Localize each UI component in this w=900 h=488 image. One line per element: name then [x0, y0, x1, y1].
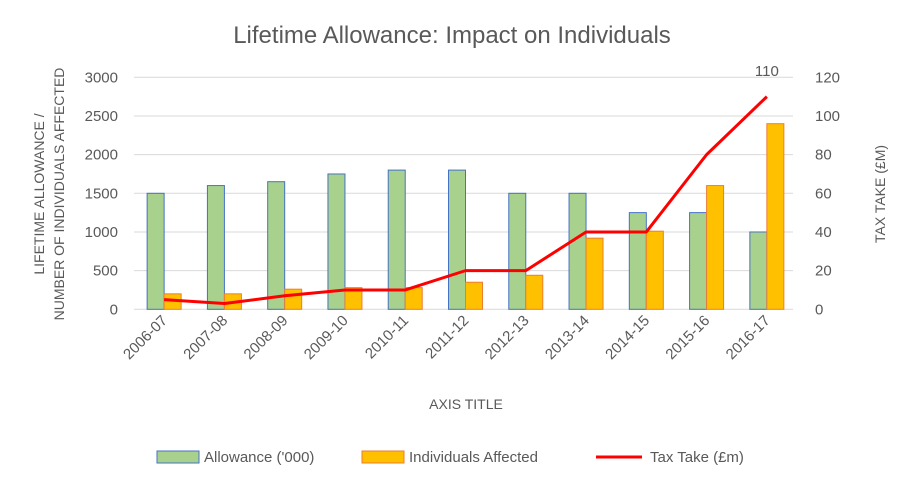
line-tax-take [164, 95, 768, 305]
y2-tick-label: 120 [815, 69, 840, 86]
y2-axis-title: TAX TAKE (£M) [872, 145, 888, 243]
bar-individuals-affected [404, 287, 423, 310]
bar-allowance [448, 169, 466, 310]
legend-label-allowance: Allowance ('000) [204, 449, 314, 466]
bar-allowance [387, 169, 406, 310]
legend-swatch-allowance [156, 450, 200, 464]
bar-allowance [146, 192, 165, 310]
x-axis-title: AXIS TITLE [429, 396, 503, 412]
y-tick-label: 2000 [85, 147, 118, 164]
y-axis-title-line2: NUMBER OF INDIVIDUALS AFFECTED [51, 68, 67, 321]
bar-allowance [508, 192, 527, 310]
chart-title: Lifetime Allowance: Impact on Individual… [233, 22, 671, 49]
legend-swatch-individuals [361, 450, 405, 464]
x-tick-label: 2014-15 [602, 312, 653, 363]
y-tick-label: 0 [110, 301, 118, 318]
bar-allowance [568, 192, 587, 310]
y-axis-title-line1: LIFETIME ALLOWANCE / [31, 113, 47, 274]
x-tick-label: 2016-17 [723, 312, 774, 363]
x-tick-label: 2011-12 [422, 312, 472, 362]
bar-individuals-affected [706, 185, 725, 310]
bar-allowance [267, 181, 286, 310]
x-tick-label: 2010-11 [362, 312, 412, 362]
y2-tick-label: 60 [815, 185, 832, 202]
bar-allowance [749, 231, 768, 310]
bar-allowance [628, 212, 647, 310]
x-tick-label: 2009-10 [301, 312, 352, 363]
bar-allowance [689, 212, 708, 310]
x-tick-label: 2012-13 [482, 312, 533, 363]
x-tick-label: 2007-08 [180, 312, 231, 363]
bar-individuals-affected [344, 287, 363, 310]
bar-individuals-affected [525, 274, 544, 310]
y2-tick-label: 80 [815, 147, 832, 164]
bar-individuals-affected [585, 237, 604, 310]
y2-tick-label: 20 [815, 263, 832, 280]
x-tick-label: 2015-16 [662, 312, 713, 363]
x-tick-label: 2008-09 [241, 312, 292, 363]
bar-individuals-affected [465, 281, 483, 310]
y2-tick-label: 0 [815, 301, 823, 318]
y2-tick-label: 100 [815, 108, 840, 125]
y-tick-label: 1000 [85, 224, 118, 241]
bar-individuals-affected [284, 288, 303, 310]
bar-allowance [327, 173, 346, 310]
data-label: 110 [755, 63, 779, 80]
y-tick-label: 500 [93, 263, 118, 280]
bar-individuals-affected [766, 123, 785, 310]
legend-label-individuals: Individuals Affected [409, 449, 538, 466]
x-tick-label: 2006-07 [120, 312, 171, 363]
y-tick-label: 3000 [85, 69, 118, 86]
legend: Allowance ('000) Individuals Affected Ta… [156, 449, 744, 466]
y-tick-label: 2500 [85, 108, 118, 125]
legend-label-tax-take: Tax Take (£m) [650, 449, 744, 466]
bar-individuals-affected [645, 230, 664, 310]
x-tick-label: 2013-14 [542, 312, 593, 363]
y-tick-label: 1500 [85, 185, 118, 202]
y2-tick-label: 40 [815, 224, 832, 241]
bar-allowance [206, 185, 225, 310]
